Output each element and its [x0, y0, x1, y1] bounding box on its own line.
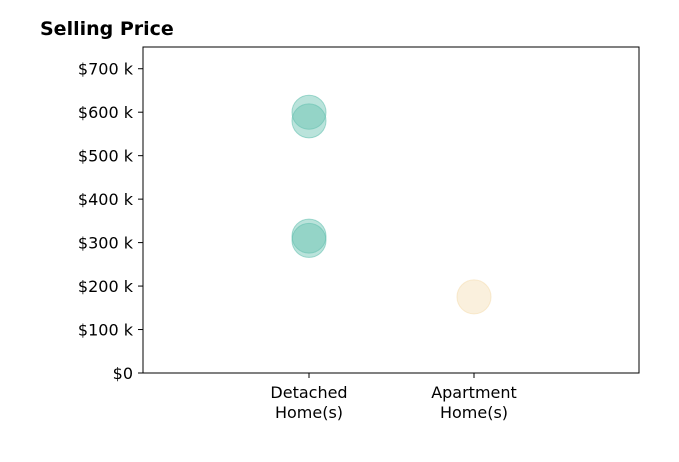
data-point: [291, 222, 327, 258]
data-point: [456, 279, 492, 315]
y-tick-label: $0: [113, 364, 133, 383]
y-axis: $0 $100 k $200 k $300 k $400 k $500 k $600 k $7…: [78, 60, 143, 383]
x-axis: Detached Home(s) Apartment Home(s): [270, 373, 517, 422]
data-point: [291, 94, 327, 130]
y-tick-label: $700 k: [78, 60, 134, 79]
data-point: [291, 103, 327, 139]
chart-title: Selling Price: [40, 18, 174, 40]
plot-area: [142, 46, 640, 374]
x-tick-label: Apartment Home(s): [431, 383, 517, 422]
y-tick-label: $400 k: [78, 190, 134, 209]
y-tick-label: $600 k: [78, 103, 134, 122]
y-tick-label: $100 k: [78, 321, 134, 340]
x-tick-label: Detached Home(s): [270, 383, 347, 422]
y-tick-label: $300 k: [78, 234, 134, 253]
y-tick-label: $200 k: [78, 277, 134, 296]
data-points: [291, 94, 492, 315]
data-point: [291, 218, 327, 254]
y-tick-label: $500 k: [78, 147, 134, 166]
